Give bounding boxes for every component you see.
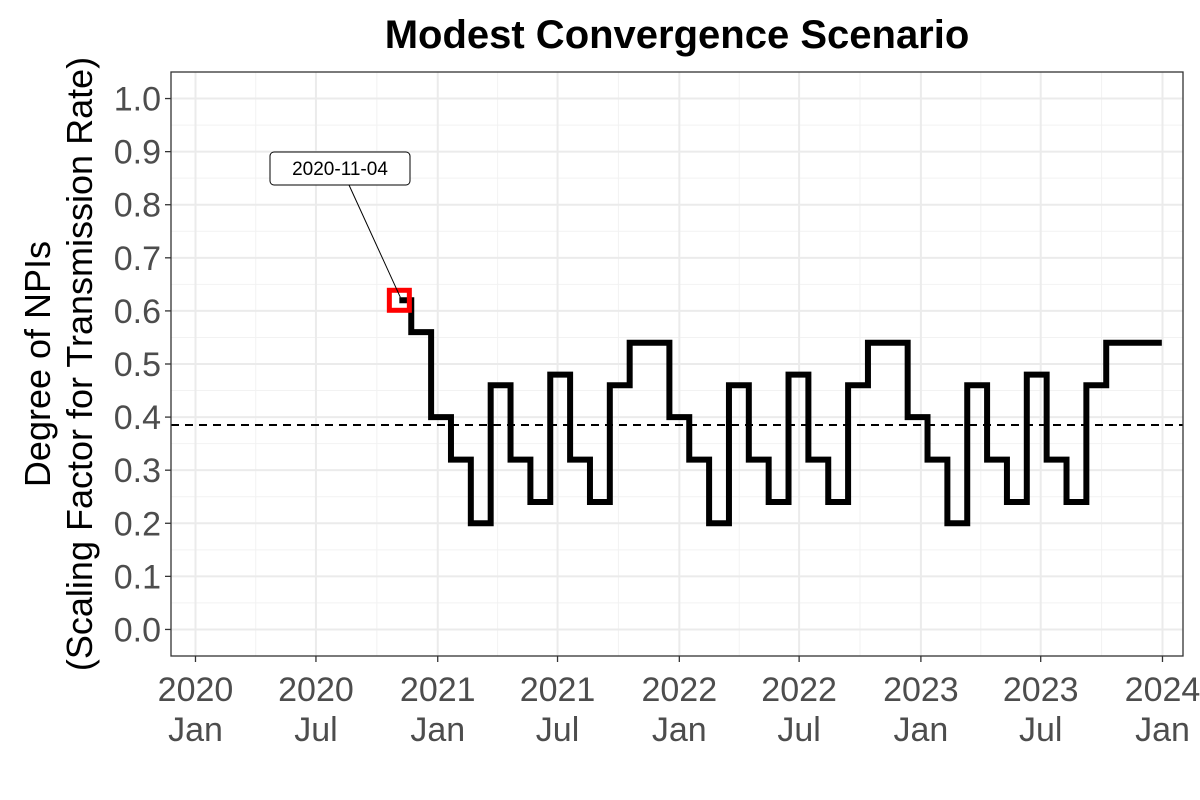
x-tick-label-year: 2020 [158, 671, 234, 709]
x-tick-label-month: Jan [1135, 711, 1190, 749]
x-tick-label-month: Jul [777, 711, 820, 749]
x-tick-label-month: Jul [536, 711, 579, 749]
x-tick-label-month: Jul [1019, 711, 1062, 749]
y-axis-title-group: Degree of NPIs (Scaling Factor for Trans… [17, 57, 100, 671]
highlight-marker [386, 287, 412, 313]
series-group [399, 297, 1162, 527]
y-axis-title-line1: Degree of NPIs [17, 241, 58, 487]
x-tick-label-year: 2021 [400, 671, 476, 709]
y-tick-label: 1.0 [114, 81, 161, 119]
x-tick-label-year: 2024 [1125, 671, 1200, 709]
x-tick-label-year: 2023 [1003, 671, 1079, 709]
x-axis: 2020Jan2020Jul2021Jan2021Jul2022Jan2022J… [158, 656, 1200, 749]
annotation-label-box [269, 151, 411, 186]
x-tick-label-month: Jan [410, 711, 465, 749]
annotation-label: 2020-11-04 [292, 159, 388, 180]
y-tick-label: 0.4 [114, 399, 161, 437]
x-tick-label-year: 2022 [641, 671, 717, 709]
y-tick-label: 0.2 [114, 505, 161, 543]
x-tick-label-month: Jan [652, 711, 707, 749]
y-tick-label: 0.3 [114, 452, 161, 490]
x-tick-label-year: 2023 [883, 671, 959, 709]
y-tick-label: 0.7 [114, 240, 161, 278]
x-tick-label-month: Jan [893, 711, 948, 749]
y-tick-label: 0.6 [114, 293, 161, 331]
annotation-group: 2020-11-04 [269, 151, 412, 313]
y-axis-title-line2: (Scaling Factor for Transmission Rate) [59, 57, 100, 671]
series-line-npi [399, 297, 1162, 527]
chart-title: Modest Convergence Scenario [385, 13, 970, 57]
x-tick-label-month: Jul [294, 711, 337, 749]
y-tick-label: 0.1 [114, 558, 161, 596]
y-axis: 0.0 0.1 0.2 0.3 0.4 0.5 0.6 0.7 0.8 0.9 1.0 [114, 81, 171, 649]
y-tick-label: 0.5 [114, 346, 161, 384]
y-tick-label: 0.0 [114, 611, 161, 649]
x-tick-label-year: 2022 [761, 671, 837, 709]
x-tick-label-year: 2021 [520, 671, 596, 709]
x-tick-label-month: Jan [168, 711, 223, 749]
x-tick-label-year: 2020 [278, 671, 354, 709]
y-tick-label: 0.8 [114, 187, 161, 225]
y-tick-label: 0.9 [114, 134, 161, 172]
annotation-leader-line [348, 184, 401, 298]
